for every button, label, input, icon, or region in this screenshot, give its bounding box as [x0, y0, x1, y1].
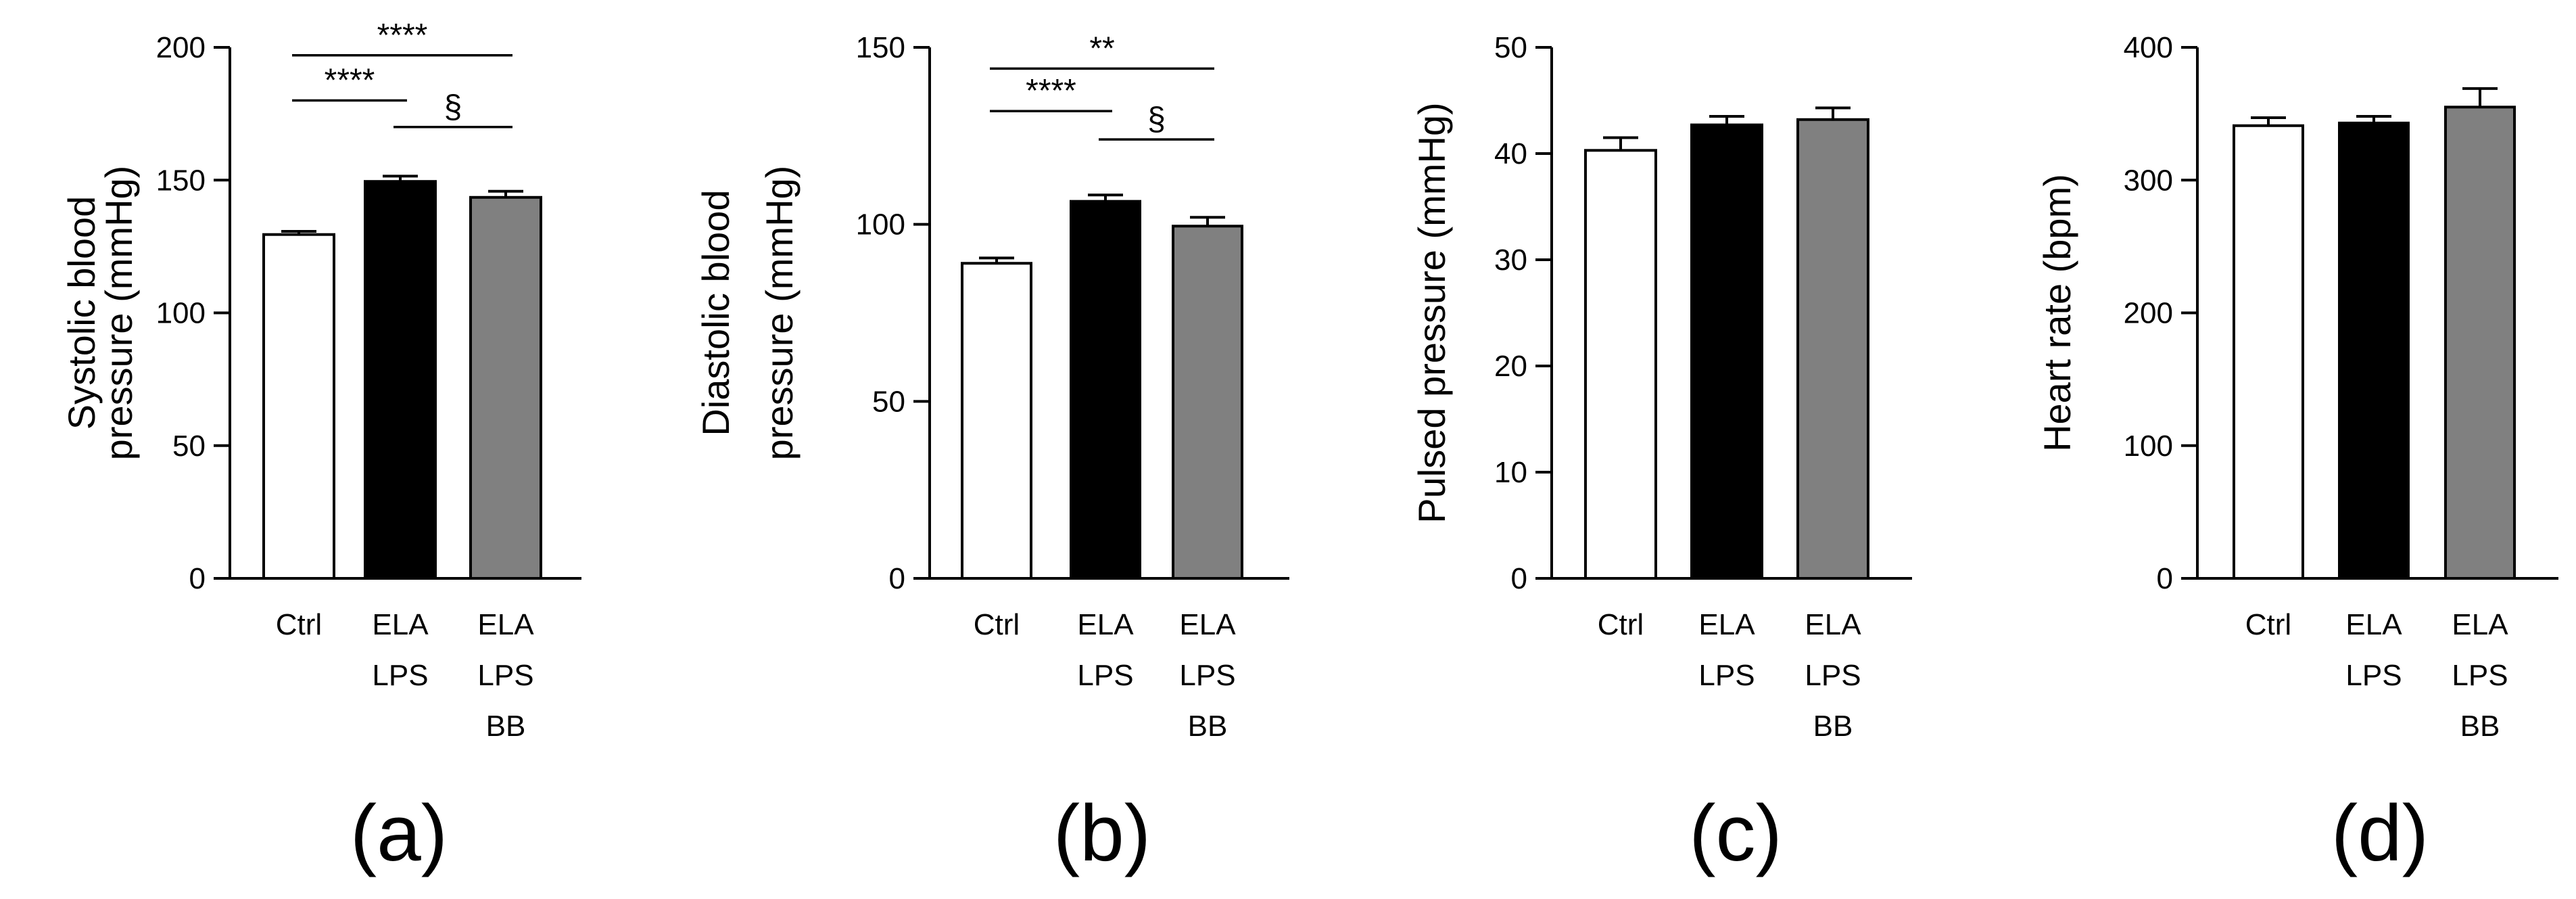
category-label-1-2-1: LPS	[1179, 659, 1235, 692]
y-axis-label-1-0: Diastolic blood	[694, 189, 737, 436]
y-tick-label-2-1: 10	[1494, 456, 1527, 489]
category-label-3-2-2: BB	[2460, 710, 2500, 743]
category-label-0-2-1: LPS	[477, 659, 533, 692]
category-label-2-0-0: Ctrl	[1598, 608, 1644, 641]
significance-label-1-1: **	[1089, 30, 1114, 66]
chart-panel-1: 0 50 100 150 Ctrl ELA LPS ELA LPS BB Diastolic blo…	[694, 30, 1289, 878]
bar-3-1	[2338, 121, 2410, 580]
y-tick-label-2-4: 40	[1494, 137, 1527, 170]
panel-label-3: (d)	[2331, 789, 2429, 878]
category-label-3-0-0: Ctrl	[2245, 608, 2291, 641]
category-label-0-1-0: ELA	[372, 608, 429, 641]
y-axis-label-1-1: pressure (mmHg)	[758, 166, 801, 461]
y-tick-label-3-1: 100	[2124, 430, 2173, 463]
y-tick-label-1-1: 50	[872, 385, 905, 418]
y-tick-label-3-2: 200	[2124, 297, 2173, 330]
bar-3-0	[2233, 124, 2304, 580]
bar-0-0	[262, 233, 335, 580]
y-tick-label-0-3: 150	[156, 164, 206, 197]
category-label-0-0-0: Ctrl	[276, 608, 322, 641]
y-tick-label-1-3: 150	[856, 31, 905, 64]
category-label-1-2-2: BB	[1188, 710, 1228, 743]
y-tick-label-3-4: 400	[2124, 31, 2173, 64]
chart-panel-2: 0 10 20 30 40 50 Ctrl ELA LPS ELA LPS BB Pulsed pres…	[1410, 31, 1912, 878]
bar-2-2	[1796, 118, 1869, 580]
chart-panel-0: 0 50 100 150 200 Ctrl ELA LPS ELA LPS BB Systolic b…	[60, 18, 581, 878]
panel-label-0: (a)	[350, 789, 448, 878]
bar-0-1	[364, 180, 437, 580]
bar-1-1	[1070, 200, 1141, 580]
category-label-2-2-1: LPS	[1805, 659, 1861, 692]
category-label-3-1-0: ELA	[2345, 608, 2402, 641]
y-tick-label-2-3: 30	[1494, 244, 1527, 277]
category-label-0-2-0: ELA	[477, 608, 534, 641]
category-label-3-1-1: LPS	[2345, 659, 2402, 692]
y-axis-label-2-0: Pulsed pressure (mmHg)	[1410, 102, 1453, 523]
category-label-2-1-1: LPS	[1698, 659, 1755, 692]
y-tick-label-2-0: 0	[1511, 562, 1527, 595]
y-tick-label-0-4: 200	[156, 31, 206, 64]
significance-label-0-0: ****	[325, 63, 375, 99]
bar-0-2	[469, 195, 542, 580]
significance-label-1-0: ****	[1026, 73, 1076, 109]
significance-label-1-2: §	[1147, 101, 1166, 137]
bar-2-0	[1584, 149, 1657, 580]
category-label-3-2-0: ELA	[2452, 608, 2508, 641]
y-tick-label-2-5: 50	[1494, 31, 1527, 64]
category-label-1-1-0: ELA	[1077, 608, 1134, 641]
y-tick-label-1-0: 0	[889, 562, 905, 595]
chart-panel-3: 0 100 200 300 400 Ctrl ELA LPS ELA LPS BB Heart rat…	[2036, 31, 2558, 878]
bar-1-0	[961, 262, 1032, 580]
bar-3-2	[2444, 106, 2516, 580]
category-label-2-2-2: BB	[1813, 710, 1853, 743]
category-label-0-1-1: LPS	[372, 659, 428, 692]
bar-1-2	[1172, 225, 1243, 580]
y-tick-label-3-0: 0	[2157, 562, 2173, 595]
y-tick-label-0-2: 100	[156, 297, 206, 330]
y-axis-label-0-1: pressure (mmHg)	[97, 166, 140, 461]
y-tick-label-1-2: 100	[856, 208, 905, 241]
category-label-2-1-0: ELA	[1698, 608, 1755, 641]
panel-label-1: (b)	[1053, 789, 1151, 878]
category-label-1-1-1: LPS	[1077, 659, 1133, 692]
y-axis-label-3-0: Heart rate (bpm)	[2036, 174, 2078, 452]
panel-label-2: (c)	[1689, 789, 1782, 878]
bar-2-1	[1690, 123, 1763, 580]
y-tick-label-0-1: 50	[172, 430, 206, 463]
y-tick-label-2-2: 20	[1494, 350, 1527, 383]
category-label-0-2-2: BB	[486, 710, 526, 743]
y-tick-label-0-0: 0	[189, 562, 206, 595]
category-label-1-2-0: ELA	[1179, 608, 1236, 641]
significance-label-0-1: ****	[377, 18, 428, 53]
significance-label-0-2: §	[444, 89, 462, 125]
y-axis-label-0-0: Systolic blood	[60, 196, 103, 430]
y-tick-label-3-3: 300	[2124, 164, 2173, 197]
category-label-3-2-1: LPS	[2452, 659, 2508, 692]
category-label-1-0-0: Ctrl	[974, 608, 1020, 641]
category-label-2-2-0: ELA	[1805, 608, 1861, 641]
